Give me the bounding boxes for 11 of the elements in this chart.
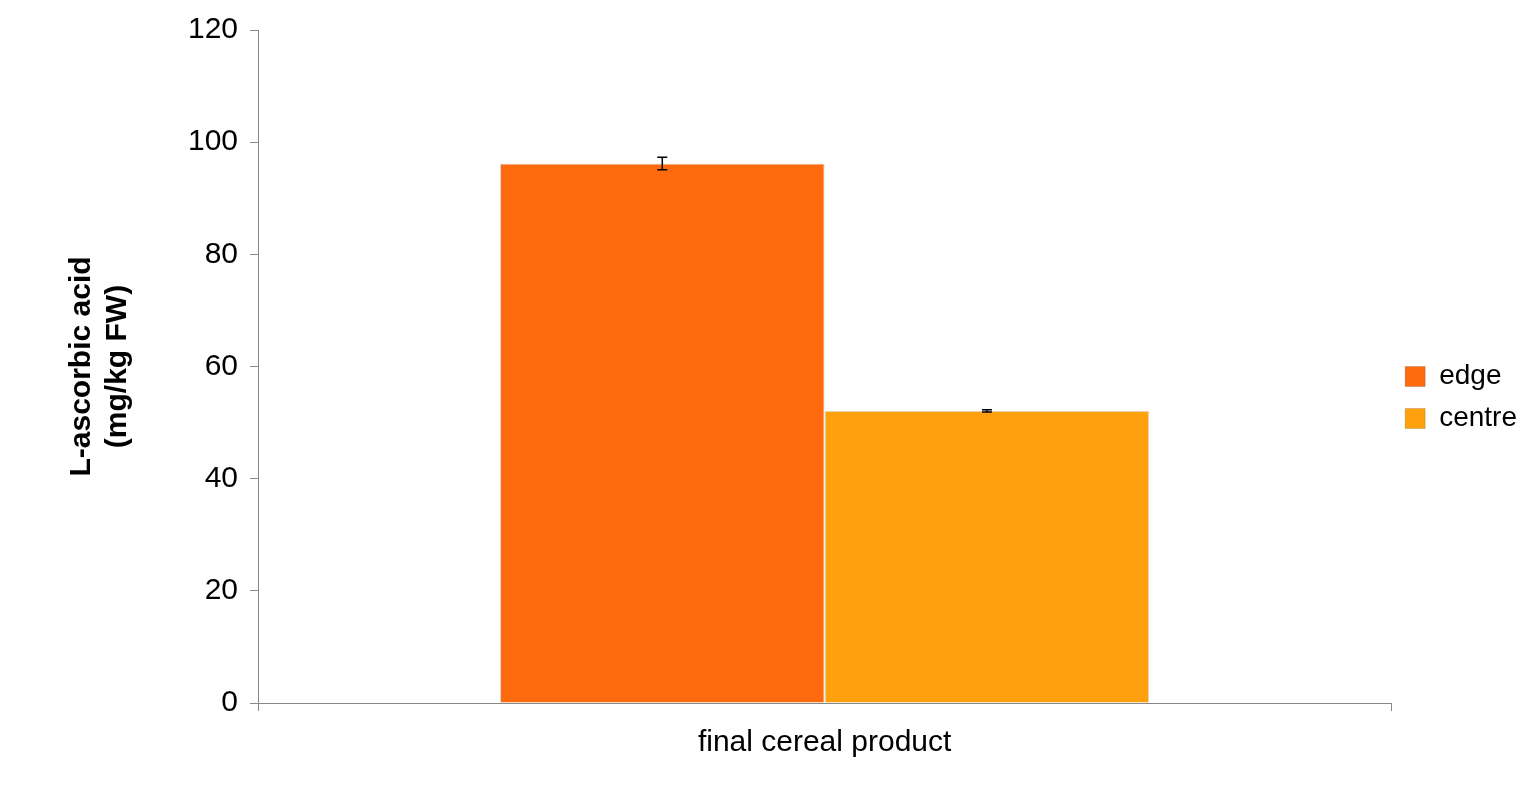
legend-label: edge	[1439, 359, 1502, 391]
y-tick-label: 20	[204, 572, 239, 606]
legend-label: centre	[1439, 401, 1518, 433]
y-tick-label: 100	[187, 123, 239, 157]
y-tick-label: 80	[204, 235, 239, 269]
y-tick-label: 120	[187, 11, 239, 45]
y-tick-label: 40	[204, 459, 239, 493]
y-tick-label: 0	[221, 684, 239, 718]
y-axis-title: L-ascorbic acid (mg/kg FW)	[63, 256, 133, 477]
x-tick-label: final cereal product	[697, 724, 953, 758]
y-tick-label: 60	[204, 347, 239, 381]
